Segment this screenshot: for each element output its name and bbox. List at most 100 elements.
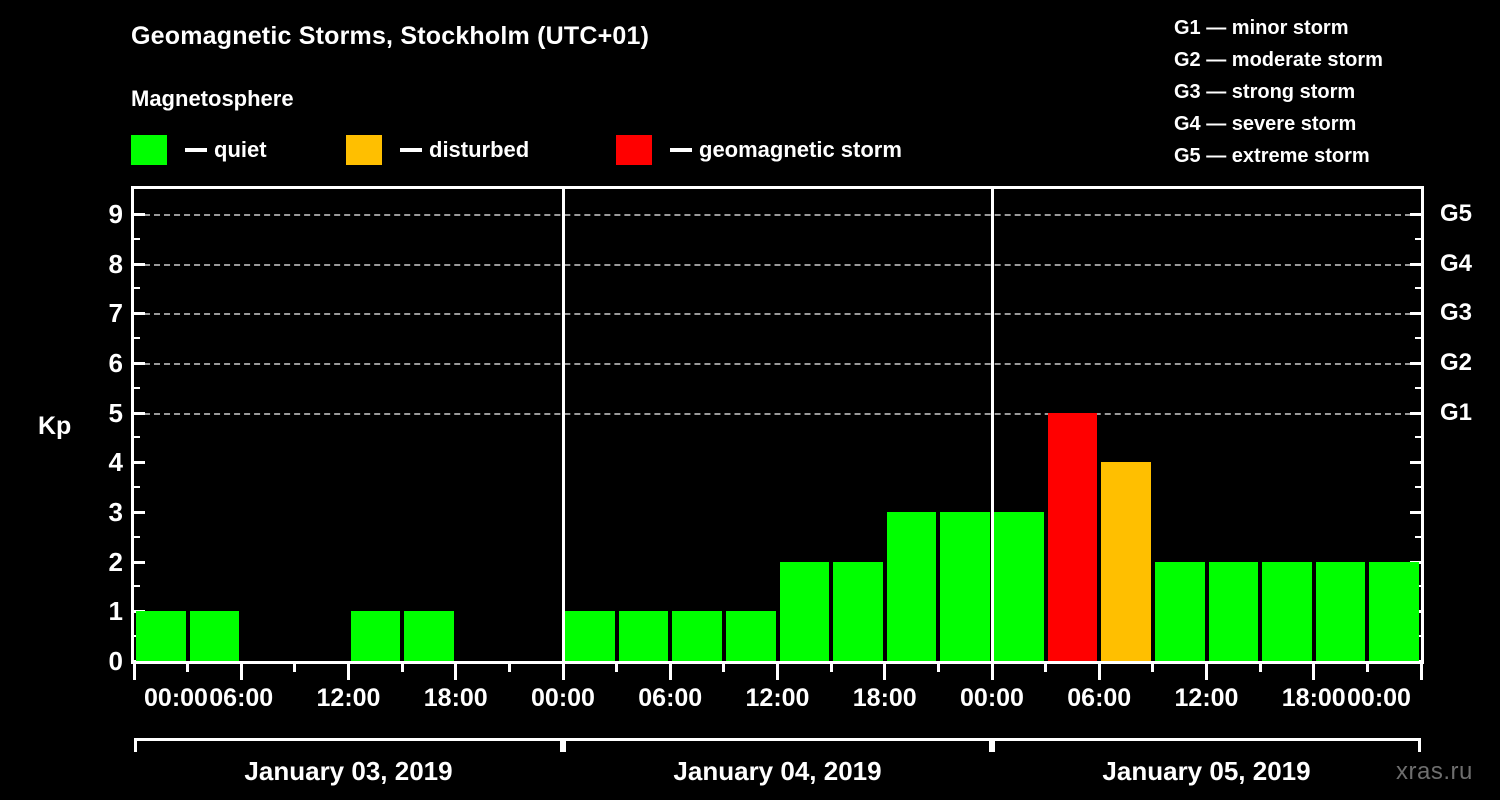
y-tick-7 (134, 312, 145, 316)
day-separator (990, 189, 994, 661)
legend-dash-icon (185, 148, 207, 152)
y-tick-6 (134, 361, 145, 365)
x-axis-label: 06:00 (1067, 684, 1132, 712)
bar (779, 561, 830, 661)
legend-dash-icon (400, 148, 422, 152)
bar (1262, 561, 1312, 661)
x-tick-major (347, 664, 350, 680)
gridline-kp-9 (134, 213, 1421, 216)
legend-label: geomagnetic storm (699, 137, 902, 162)
gridline-kp-8 (134, 263, 1421, 266)
gridline-kp-6 (134, 362, 1421, 365)
g-axis-label-g2: G2 (1440, 348, 1473, 376)
y-axis-label-1: 1 (108, 596, 123, 627)
g-axis-label-g5: G5 (1440, 199, 1473, 227)
y-tick-minor-right (1415, 237, 1421, 240)
date-label: January 05, 2019 (1102, 756, 1311, 786)
x-tick-major (1419, 664, 1423, 680)
x-axis-label: 12:00 (316, 684, 381, 712)
x-axis-label: 12:00 (745, 684, 810, 712)
x-tick-minor (1044, 664, 1048, 672)
x-axis-labels: 00:00 06:00 12:00 18:00 00:00 06:00 12:00 18:00… (131, 684, 1424, 718)
x-tick-minor (507, 664, 511, 672)
y-tick-minor-right (1415, 436, 1421, 439)
x-tick-major (132, 664, 136, 680)
y-tick-minor-right (1415, 535, 1421, 538)
y-tick-minor (134, 436, 140, 439)
x-axis-label: 00:00 (144, 684, 208, 712)
x-tick-major (668, 664, 672, 680)
y-tick-minor-right (1415, 486, 1421, 489)
y-axis-label-6: 6 (108, 347, 123, 378)
y-tick-right-9 (1410, 212, 1421, 216)
y-tick-minor (134, 287, 140, 290)
x-tick-major (776, 664, 779, 680)
x-axis-label: 12:00 (1174, 684, 1239, 712)
y-tick-minor (134, 237, 140, 240)
x-tick-major (454, 664, 458, 680)
y-tick-right-4 (1410, 461, 1421, 465)
date-label: January 04, 2019 (673, 756, 882, 786)
day-separator (561, 189, 565, 661)
y-tick-5 (134, 411, 145, 415)
x-axis-label: 06:00 (638, 684, 703, 712)
x-axis-label: 00:00 (960, 684, 1024, 712)
bar (1315, 561, 1366, 661)
y-axis-label-2: 2 (108, 546, 123, 577)
x-tick-minor (1365, 664, 1369, 672)
bar (833, 561, 883, 661)
x-tick-major (561, 664, 565, 680)
bar (1047, 412, 1098, 661)
x-tick-minor (829, 664, 833, 672)
y-axis-label-4: 4 (108, 447, 123, 478)
bar (136, 611, 186, 661)
legend-heading: Magnetosphere (131, 86, 294, 111)
legend-entry-geomagnetic-storm: geomagnetic storm (616, 133, 902, 167)
bar (1369, 561, 1419, 661)
y-tick-minor (134, 337, 140, 340)
bar (994, 511, 1044, 661)
plot-area (134, 189, 1421, 661)
bar (404, 611, 454, 661)
bar (350, 611, 401, 661)
legend-swatch-icon (131, 135, 167, 165)
gridline-kp-5 (134, 412, 1421, 415)
date-bracket (134, 738, 563, 752)
legend-entry-disturbed: disturbed (346, 133, 529, 167)
legend-entry-quiet: quiet (131, 133, 267, 167)
x-tick-minor (722, 664, 726, 672)
bar (1101, 462, 1151, 661)
g-scale-row-g3: G3 — strong storm (1174, 81, 1356, 103)
g-axis-label-g1: G1 (1440, 398, 1473, 426)
y-axis-title: Kp (38, 412, 72, 440)
x-tick-major (1097, 664, 1101, 680)
y-tick-minor-right (1415, 337, 1421, 340)
x-axis-label: 00:00 (531, 684, 595, 712)
y-tick-right-3 (1410, 510, 1421, 514)
y-tick-right-7 (1410, 312, 1421, 316)
x-tick-minor (936, 664, 940, 672)
bar (672, 611, 722, 661)
g-scale-row-g4: G4 — severe storm (1174, 113, 1357, 135)
y-axis-labels: 0 1 2 3 4 5 6 7 8 9 (75, 186, 123, 674)
x-tick-major (990, 664, 994, 680)
bar (725, 611, 776, 661)
bar (189, 611, 240, 661)
x-tick-minor (186, 664, 190, 672)
bar (1208, 561, 1259, 661)
x-tick-major (1205, 664, 1208, 680)
bar (565, 611, 615, 661)
y-axis-label-5: 5 (108, 397, 123, 428)
x-tick-major (239, 664, 243, 680)
y-axis-label-7: 7 (108, 298, 123, 329)
y-axis-label-0: 0 (108, 646, 123, 676)
x-axis-label: 18:00 (852, 684, 917, 712)
x-tick-minor (293, 664, 297, 672)
date-bracket (563, 738, 992, 752)
y-tick-right-6 (1410, 361, 1421, 365)
x-tick-minor (615, 664, 619, 672)
bar (940, 511, 990, 661)
x-tick-minor (1151, 664, 1155, 672)
date-bracket (992, 738, 1421, 752)
g-scale-legend: G1 — minor storm G2 — moderate storm G3 — … (1158, 12, 1488, 172)
